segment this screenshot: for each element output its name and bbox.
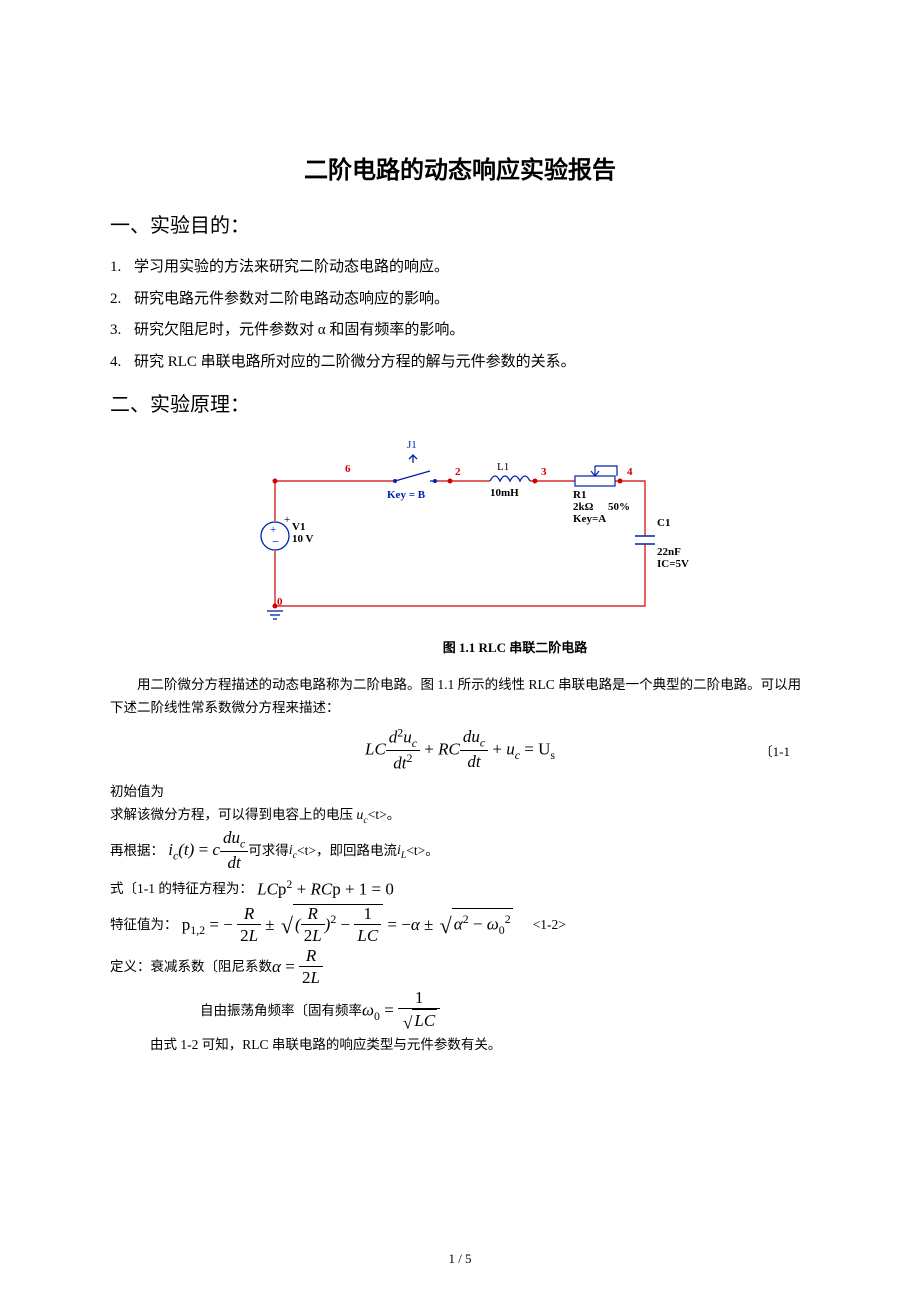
item-number: 2. <box>110 284 134 316</box>
text: <t>，即回路电流 <box>297 840 397 863</box>
figure-caption: 图 1.1 RLC 串联二阶电路 <box>220 637 810 656</box>
equation-line: 定义：衰减系数〔阻尼系数 α = R2L <box>110 947 810 989</box>
section-heading-1: 一、实验目的： <box>110 209 810 238</box>
svg-text:−: − <box>272 534 279 549</box>
equation-1: LCd2ucdt2 + RCducdt + uc = Us <box>365 726 555 775</box>
objective-item: 3.研究欠阻尼时，元件参数对 α 和固有频率的影响。 <box>110 315 810 347</box>
text: <t>。 <box>368 807 400 822</box>
equation-alpha: α = R2L <box>272 947 323 989</box>
paragraph: 由式 1-2 可知，RLC 串联电路的响应类型与元件参数有关。 <box>150 1034 810 1057</box>
resistor-value: 2kΩ <box>573 501 593 513</box>
paragraph: 用二阶微分方程描述的动态电路称为二阶电路。图 1.1 所示的线性 RLC 串联电… <box>110 674 810 720</box>
math-inline: uc <box>356 808 367 823</box>
item-number: 1. <box>110 252 134 284</box>
text: 求解该微分方程，可以得到电容上的电压 <box>110 807 356 822</box>
cap-label: C1 <box>657 517 670 529</box>
switch-label: J1 <box>407 439 417 451</box>
node-3: 3 <box>541 466 547 478</box>
node-0: 0 <box>277 596 283 608</box>
line-prefix: 定义：衰减系数〔阻尼系数 <box>110 956 272 979</box>
item-number: 3. <box>110 315 134 347</box>
equation-p12: p1,2 = − R2L ± √(R2L)2 − 1LC = −α ± √α2 … <box>178 904 513 947</box>
line-prefix: 特征值为： <box>110 914 178 937</box>
equation-omega: ω0 = 1√LC <box>362 989 440 1034</box>
text: <t>。 <box>406 840 438 863</box>
line-prefix: 再根据： <box>110 840 164 863</box>
resistor-key: Key=A <box>573 513 606 525</box>
math-inline: ic <box>289 839 297 864</box>
node-6: 6 <box>345 463 351 475</box>
cap-value: 22nF <box>657 546 681 558</box>
inductor-value: 10mH <box>490 487 519 499</box>
source-value: 10 V <box>292 533 314 545</box>
equation-char: LCp2 + RCp + 1 = 0 <box>253 874 394 905</box>
source-label: V1 <box>292 521 305 533</box>
node-2: 2 <box>455 466 461 478</box>
resistor-label: R1 <box>573 489 586 501</box>
item-text: 研究电路元件参数对二阶电路动态响应的影响。 <box>134 291 449 307</box>
section-heading-2: 二、实验原理： <box>110 388 810 417</box>
line-prefix: 自由振荡角频率〔固有频率 <box>200 1000 362 1023</box>
item-number: 4. <box>110 347 134 379</box>
source-plus: + <box>284 514 290 526</box>
paragraph: 初始值为 <box>110 781 810 804</box>
objective-item: 1.学习用实验的方法来研究二阶动态电路的响应。 <box>110 252 810 284</box>
cap-ic: IC=5V <box>657 558 689 570</box>
item-text: 研究欠阻尼时，元件参数对 α 和固有频率的影响。 <box>134 322 464 338</box>
line-prefix: 式〔1-1 的特征方程为： <box>110 878 253 901</box>
equation-row: LCd2ucdt2 + RCducdt + uc = Us 〔1-1 <box>110 726 810 775</box>
equation-line: 特征值为： p1,2 = − R2L ± √(R2L)2 − 1LC = −α … <box>110 904 810 947</box>
page-footer: 1 / 5 <box>0 1251 920 1267</box>
equation-line: 式〔1-1 的特征方程为： LCp2 + RCp + 1 = 0 <box>110 874 810 905</box>
switch-key: Key = B <box>387 489 425 501</box>
resistor-pct: 50% <box>608 501 630 513</box>
node-4: 4 <box>627 466 633 478</box>
equation-line: 再根据： ic(t) = cducdt 可求得 ic <t>，即回路电流 iL … <box>110 829 810 874</box>
inductor-label: L1 <box>497 461 509 473</box>
objective-item: 4.研究 RLC 串联电路所对应的二阶微分方程的解与元件参数的关系。 <box>110 347 810 379</box>
math-inline: iL <box>397 839 406 864</box>
item-text: 学习用实验的方法来研究二阶动态电路的响应。 <box>134 259 449 275</box>
equation-ic: ic(t) = cducdt <box>164 829 248 874</box>
para-text: 用二阶微分方程描述的动态电路称为二阶电路。图 1.1 所示的线性 RLC 串联电… <box>110 677 801 715</box>
objective-item: 2.研究电路元件参数对二阶电路动态响应的影响。 <box>110 284 810 316</box>
equation-line: 自由振荡角频率〔固有频率 ω0 = 1√LC <box>200 989 810 1034</box>
text: 可求得 <box>248 840 289 863</box>
page: 二阶电路的动态响应实验报告 一、实验目的： 1.学习用实验的方法来研究二阶动态电… <box>0 0 920 1302</box>
circuit-diagram: + − J1 Key = B L1 10mH R1 2kΩ 50% Key=A … <box>245 441 675 621</box>
equation-number-12: <1-2> <box>533 914 566 937</box>
doc-title: 二阶电路的动态响应实验报告 <box>110 150 810 185</box>
equation-number: 〔1-1 <box>760 741 790 760</box>
paragraph: 求解该微分方程，可以得到电容上的电压 uc<t>。 <box>110 804 810 829</box>
para-text: 由式 1-2 可知，RLC 串联电路的响应类型与元件参数有关。 <box>150 1037 501 1052</box>
item-text: 研究 RLC 串联电路所对应的二阶微分方程的解与元件参数的关系。 <box>134 354 576 370</box>
